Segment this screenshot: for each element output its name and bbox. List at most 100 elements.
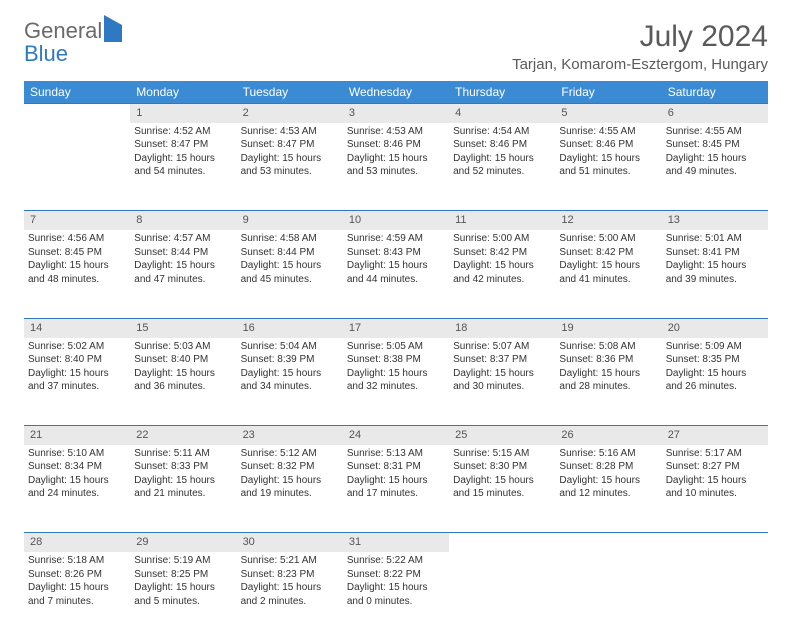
dl1-text: Daylight: 15 hours bbox=[28, 581, 126, 595]
day-cell: Sunrise: 5:10 AMSunset: 8:34 PMDaylight:… bbox=[24, 445, 130, 533]
dl1-text: Daylight: 15 hours bbox=[666, 474, 764, 488]
day-number: 24 bbox=[343, 426, 449, 445]
sunrise-text: Sunrise: 5:05 AM bbox=[347, 340, 445, 354]
dl2-text: and 48 minutes. bbox=[28, 273, 126, 287]
sunrise-text: Sunrise: 5:00 AM bbox=[559, 232, 657, 246]
dl1-text: Daylight: 15 hours bbox=[347, 152, 445, 166]
day-content-row: Sunrise: 5:10 AMSunset: 8:34 PMDaylight:… bbox=[24, 445, 768, 533]
dl1-text: Daylight: 15 hours bbox=[134, 152, 232, 166]
sunrise-text: Sunrise: 4:56 AM bbox=[28, 232, 126, 246]
day-number: 17 bbox=[343, 318, 449, 337]
dl1-text: Daylight: 15 hours bbox=[347, 474, 445, 488]
day-number bbox=[555, 533, 661, 552]
sunrise-text: Sunrise: 5:09 AM bbox=[666, 340, 764, 354]
day-number: 31 bbox=[343, 533, 449, 552]
sunrise-text: Sunrise: 5:01 AM bbox=[666, 232, 764, 246]
day-number-row: 14151617181920 bbox=[24, 318, 768, 337]
day-number bbox=[449, 533, 555, 552]
sunrise-text: Sunrise: 5:15 AM bbox=[453, 447, 551, 461]
sunrise-text: Sunrise: 4:53 AM bbox=[347, 125, 445, 139]
sunrise-text: Sunrise: 5:08 AM bbox=[559, 340, 657, 354]
day-number: 26 bbox=[555, 426, 661, 445]
sunrise-text: Sunrise: 5:13 AM bbox=[347, 447, 445, 461]
day-content-row: Sunrise: 5:18 AMSunset: 8:26 PMDaylight:… bbox=[24, 552, 768, 640]
sunset-text: Sunset: 8:39 PM bbox=[241, 353, 339, 367]
sunset-text: Sunset: 8:44 PM bbox=[241, 246, 339, 260]
sunset-text: Sunset: 8:47 PM bbox=[241, 138, 339, 152]
sunrise-text: Sunrise: 4:58 AM bbox=[241, 232, 339, 246]
sunset-text: Sunset: 8:41 PM bbox=[666, 246, 764, 260]
sunrise-text: Sunrise: 5:07 AM bbox=[453, 340, 551, 354]
sunset-text: Sunset: 8:46 PM bbox=[453, 138, 551, 152]
dl1-text: Daylight: 15 hours bbox=[28, 474, 126, 488]
day-content-row: Sunrise: 5:02 AMSunset: 8:40 PMDaylight:… bbox=[24, 338, 768, 426]
sunset-text: Sunset: 8:22 PM bbox=[347, 568, 445, 582]
sunset-text: Sunset: 8:46 PM bbox=[559, 138, 657, 152]
dl2-text: and 39 minutes. bbox=[666, 273, 764, 287]
sunset-text: Sunset: 8:36 PM bbox=[559, 353, 657, 367]
dl2-text: and 2 minutes. bbox=[241, 595, 339, 609]
dl1-text: Daylight: 15 hours bbox=[241, 581, 339, 595]
sunrise-text: Sunrise: 4:55 AM bbox=[666, 125, 764, 139]
day-number: 19 bbox=[555, 318, 661, 337]
sunset-text: Sunset: 8:40 PM bbox=[28, 353, 126, 367]
day-cell: Sunrise: 5:21 AMSunset: 8:23 PMDaylight:… bbox=[237, 552, 343, 640]
day-cell: Sunrise: 4:52 AMSunset: 8:47 PMDaylight:… bbox=[130, 123, 236, 211]
dl2-text: and 53 minutes. bbox=[241, 165, 339, 179]
sunset-text: Sunset: 8:35 PM bbox=[666, 353, 764, 367]
day-number bbox=[24, 104, 130, 123]
day-number-row: 28293031 bbox=[24, 533, 768, 552]
day-cell: Sunrise: 5:09 AMSunset: 8:35 PMDaylight:… bbox=[662, 338, 768, 426]
sunset-text: Sunset: 8:23 PM bbox=[241, 568, 339, 582]
day-content-row: Sunrise: 4:52 AMSunset: 8:47 PMDaylight:… bbox=[24, 123, 768, 211]
day-cell: Sunrise: 5:18 AMSunset: 8:26 PMDaylight:… bbox=[24, 552, 130, 640]
day-number: 3 bbox=[343, 104, 449, 123]
dl2-text: and 5 minutes. bbox=[134, 595, 232, 609]
dl2-text: and 32 minutes. bbox=[347, 380, 445, 394]
dl1-text: Daylight: 15 hours bbox=[666, 259, 764, 273]
sunset-text: Sunset: 8:43 PM bbox=[347, 246, 445, 260]
day-header: Friday bbox=[555, 81, 661, 104]
day-number: 9 bbox=[237, 211, 343, 230]
day-header: Saturday bbox=[662, 81, 768, 104]
day-number: 7 bbox=[24, 211, 130, 230]
sunrise-text: Sunrise: 5:16 AM bbox=[559, 447, 657, 461]
dl2-text: and 37 minutes. bbox=[28, 380, 126, 394]
dl1-text: Daylight: 15 hours bbox=[559, 259, 657, 273]
day-cell: Sunrise: 5:12 AMSunset: 8:32 PMDaylight:… bbox=[237, 445, 343, 533]
day-number: 23 bbox=[237, 426, 343, 445]
day-number: 2 bbox=[237, 104, 343, 123]
sunrise-text: Sunrise: 5:03 AM bbox=[134, 340, 232, 354]
sunrise-text: Sunrise: 4:59 AM bbox=[347, 232, 445, 246]
logo-general: General bbox=[24, 18, 102, 43]
day-cell: Sunrise: 4:57 AMSunset: 8:44 PMDaylight:… bbox=[130, 230, 236, 318]
day-header: Wednesday bbox=[343, 81, 449, 104]
sunrise-text: Sunrise: 5:19 AM bbox=[134, 554, 232, 568]
dl2-text: and 21 minutes. bbox=[134, 487, 232, 501]
logo: General Blue bbox=[24, 20, 122, 66]
day-number: 22 bbox=[130, 426, 236, 445]
day-cell: Sunrise: 5:02 AMSunset: 8:40 PMDaylight:… bbox=[24, 338, 130, 426]
sunrise-text: Sunrise: 5:11 AM bbox=[134, 447, 232, 461]
day-number: 15 bbox=[130, 318, 236, 337]
day-number: 21 bbox=[24, 426, 130, 445]
dl2-text: and 0 minutes. bbox=[347, 595, 445, 609]
dl1-text: Daylight: 15 hours bbox=[347, 259, 445, 273]
sunrise-text: Sunrise: 4:57 AM bbox=[134, 232, 232, 246]
dl2-text: and 12 minutes. bbox=[559, 487, 657, 501]
day-header: Thursday bbox=[449, 81, 555, 104]
dl1-text: Daylight: 15 hours bbox=[559, 152, 657, 166]
dl1-text: Daylight: 15 hours bbox=[666, 367, 764, 381]
sunset-text: Sunset: 8:26 PM bbox=[28, 568, 126, 582]
dl2-text: and 47 minutes. bbox=[134, 273, 232, 287]
day-header: Tuesday bbox=[237, 81, 343, 104]
dl1-text: Daylight: 15 hours bbox=[241, 259, 339, 273]
day-cell: Sunrise: 5:04 AMSunset: 8:39 PMDaylight:… bbox=[237, 338, 343, 426]
title-block: July 2024 Tarjan, Komarom-Esztergom, Hun… bbox=[512, 20, 768, 73]
day-number-row: 78910111213 bbox=[24, 211, 768, 230]
dl1-text: Daylight: 15 hours bbox=[666, 152, 764, 166]
day-number-row: 123456 bbox=[24, 104, 768, 123]
dl1-text: Daylight: 15 hours bbox=[134, 581, 232, 595]
dl2-text: and 34 minutes. bbox=[241, 380, 339, 394]
day-header-row: Sunday Monday Tuesday Wednesday Thursday… bbox=[24, 81, 768, 104]
